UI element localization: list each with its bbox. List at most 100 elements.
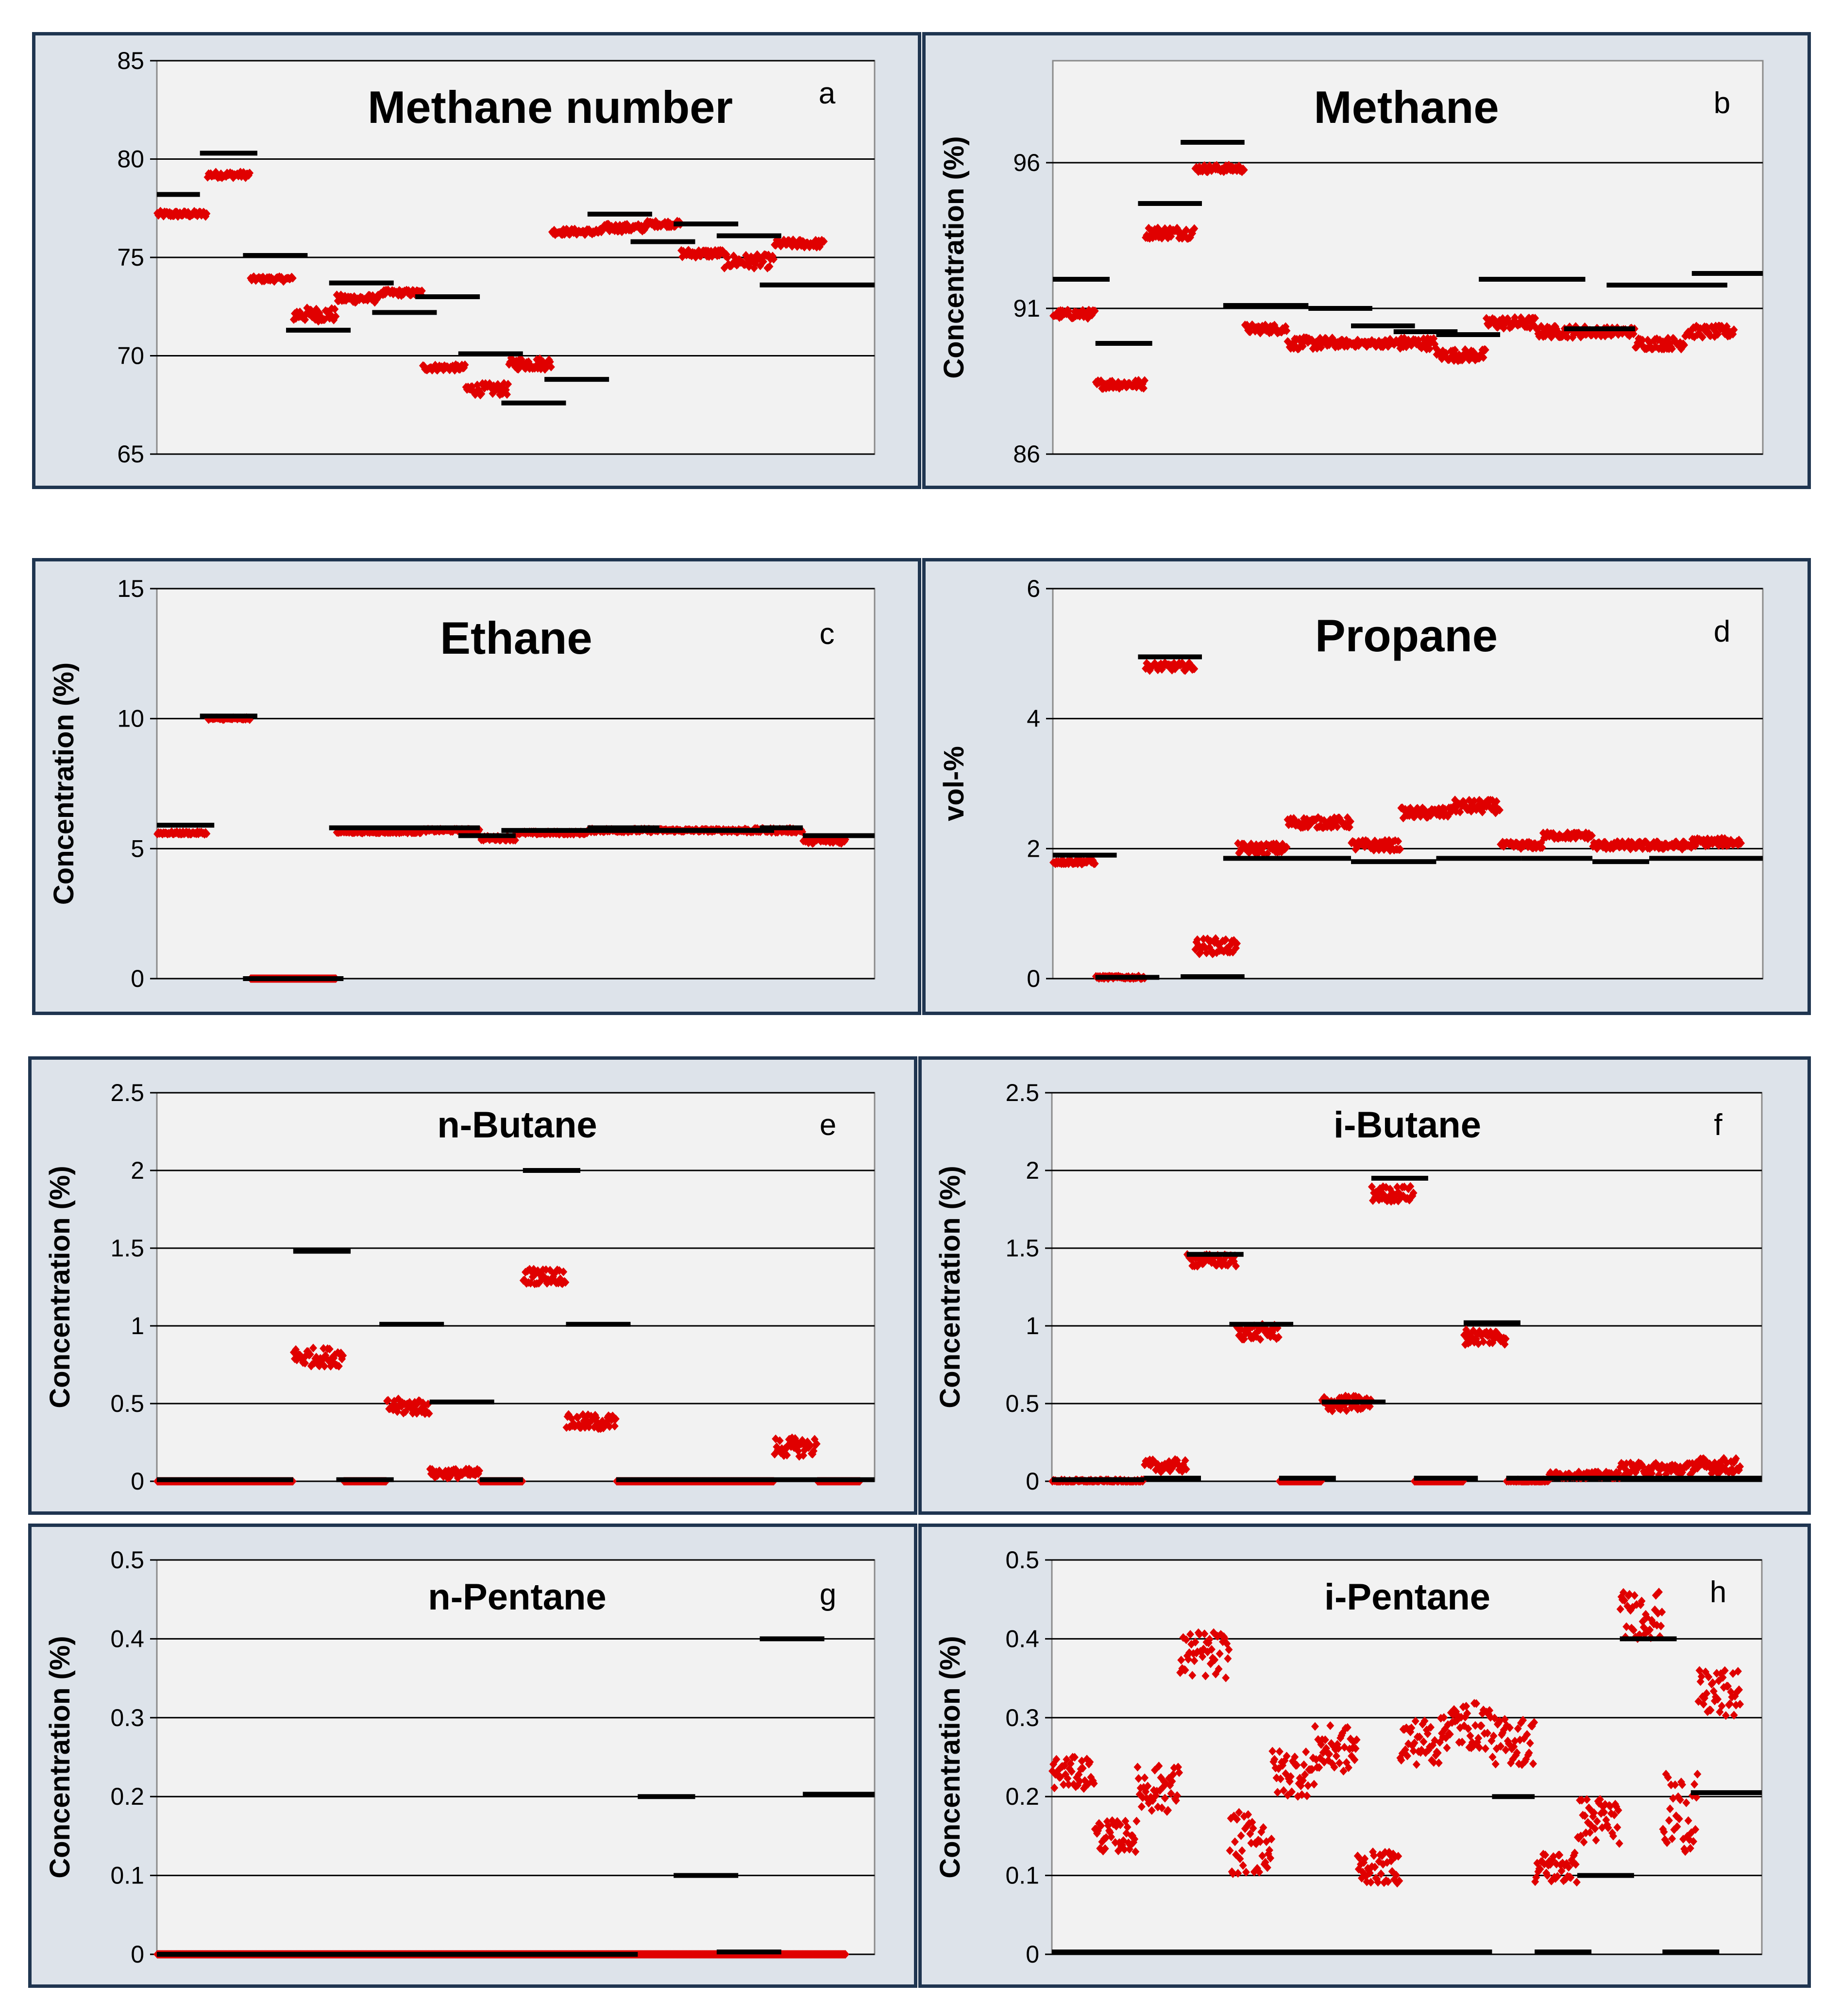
measured-point <box>1263 849 1271 858</box>
y-tick-label: 1.5 <box>110 1235 144 1262</box>
measured-point <box>792 1437 800 1446</box>
measured-point <box>1662 340 1670 350</box>
measured-point <box>1272 839 1281 848</box>
measured-point <box>1379 342 1387 352</box>
measured-point <box>1114 378 1122 387</box>
measured-point <box>598 1417 607 1426</box>
y-tick-label: 5 <box>131 835 144 862</box>
measured-point <box>203 829 211 838</box>
y-tick-label: 0 <box>1026 1941 1039 1968</box>
measured-point <box>1707 1469 1716 1478</box>
measured-point <box>1437 354 1446 363</box>
measured-point <box>1065 1764 1074 1774</box>
measured-point <box>1182 225 1190 235</box>
measured-point <box>1316 334 1324 343</box>
measured-point <box>1217 1261 1226 1270</box>
measured-point <box>611 1414 620 1423</box>
measured-point <box>1060 1780 1068 1789</box>
measured-point <box>1614 1468 1622 1477</box>
measured-point <box>1714 330 1722 339</box>
measured-point <box>1723 1458 1731 1467</box>
measured-point <box>288 273 297 283</box>
measured-point <box>1736 1462 1744 1471</box>
measured-point <box>446 1471 455 1480</box>
measured-point <box>1607 1469 1615 1478</box>
panel-letter: d <box>1714 615 1730 648</box>
reference-series <box>1053 654 1763 980</box>
plot-area <box>156 588 876 980</box>
y-tick-label: 0.4 <box>110 1625 144 1652</box>
measured-point <box>525 1265 534 1274</box>
measured-point <box>306 1350 314 1359</box>
measured-point <box>1064 1774 1072 1783</box>
measured-point <box>1076 312 1084 321</box>
measured-point <box>1398 803 1406 813</box>
measured-point <box>1333 822 1341 831</box>
measured-point <box>1052 1755 1061 1764</box>
measured-point <box>547 362 555 372</box>
panel-letter: g <box>820 1578 836 1611</box>
y-tick-label: 0.1 <box>110 1862 144 1889</box>
measured-point <box>1451 345 1459 355</box>
measured-point <box>841 1950 849 1959</box>
y-axis-label: Concentration (%) <box>938 136 970 378</box>
y-tick-label: 0.3 <box>1005 1704 1039 1731</box>
panel-a: 85 80 75 70 65 Methane number a <box>32 32 921 489</box>
measured-point <box>799 1451 808 1460</box>
measured-point <box>1638 844 1647 853</box>
measured-point <box>1222 935 1230 944</box>
y-tick-label: 0 <box>131 1468 144 1495</box>
measured-point <box>1625 331 1634 340</box>
measured-point <box>1476 805 1485 814</box>
measured-point <box>320 1344 328 1353</box>
measured-point <box>1567 834 1575 843</box>
measured-point <box>1544 1476 1553 1485</box>
measured-point <box>503 390 511 399</box>
measured-point <box>558 1279 567 1288</box>
measured-point <box>338 1355 346 1364</box>
measured-point <box>296 1350 304 1359</box>
panel-letter: h <box>1710 1576 1726 1609</box>
plot-area <box>156 1559 876 1955</box>
measured-point <box>534 1266 542 1275</box>
measured-point <box>1342 1406 1351 1415</box>
measured-point <box>1643 336 1652 345</box>
measured-point <box>1588 831 1596 840</box>
measured-series <box>1049 161 1738 393</box>
measured-point <box>1407 806 1416 815</box>
measured-point <box>335 1362 343 1371</box>
panel-letter: f <box>1714 1108 1723 1142</box>
panel-g: 0.5 0.4 0.3 0.2 0.1 0 n-Pentane g Concentration … <box>28 1524 917 1988</box>
measured-point <box>425 1409 433 1418</box>
measured-point <box>724 253 732 262</box>
y-axis-label: Concentration (%) <box>934 1636 966 1878</box>
measured-point <box>1486 1327 1495 1337</box>
measured-point <box>529 1265 538 1274</box>
y-tick-label: 0 <box>131 965 144 992</box>
measured-point <box>1187 661 1196 670</box>
measured-point <box>1187 1254 1196 1264</box>
measured-point <box>1225 161 1233 170</box>
measured-point <box>1091 859 1099 868</box>
y-tick-label: 91 <box>1013 295 1040 322</box>
y-tick-label: 75 <box>117 244 144 271</box>
measured-point <box>564 1410 573 1419</box>
measured-point <box>1139 384 1148 393</box>
measured-point <box>1488 796 1497 805</box>
measured-point <box>1070 1753 1079 1762</box>
measured-point <box>1283 326 1291 335</box>
measured-point <box>494 380 502 389</box>
measured-point <box>1168 665 1176 675</box>
measured-point <box>1382 1183 1390 1192</box>
y-tick-label: 0.3 <box>110 1704 144 1731</box>
measured-point <box>301 315 309 324</box>
y-axis-label: vol-% <box>938 746 970 821</box>
chart-title: n-Butane <box>437 1104 597 1146</box>
measured-point <box>1368 1182 1376 1191</box>
y-tick-label: 2 <box>1026 1157 1039 1184</box>
measured-point <box>811 1435 819 1444</box>
y-tick-label: 10 <box>117 705 144 732</box>
measured-point <box>543 1279 551 1288</box>
measured-point <box>1240 840 1248 849</box>
